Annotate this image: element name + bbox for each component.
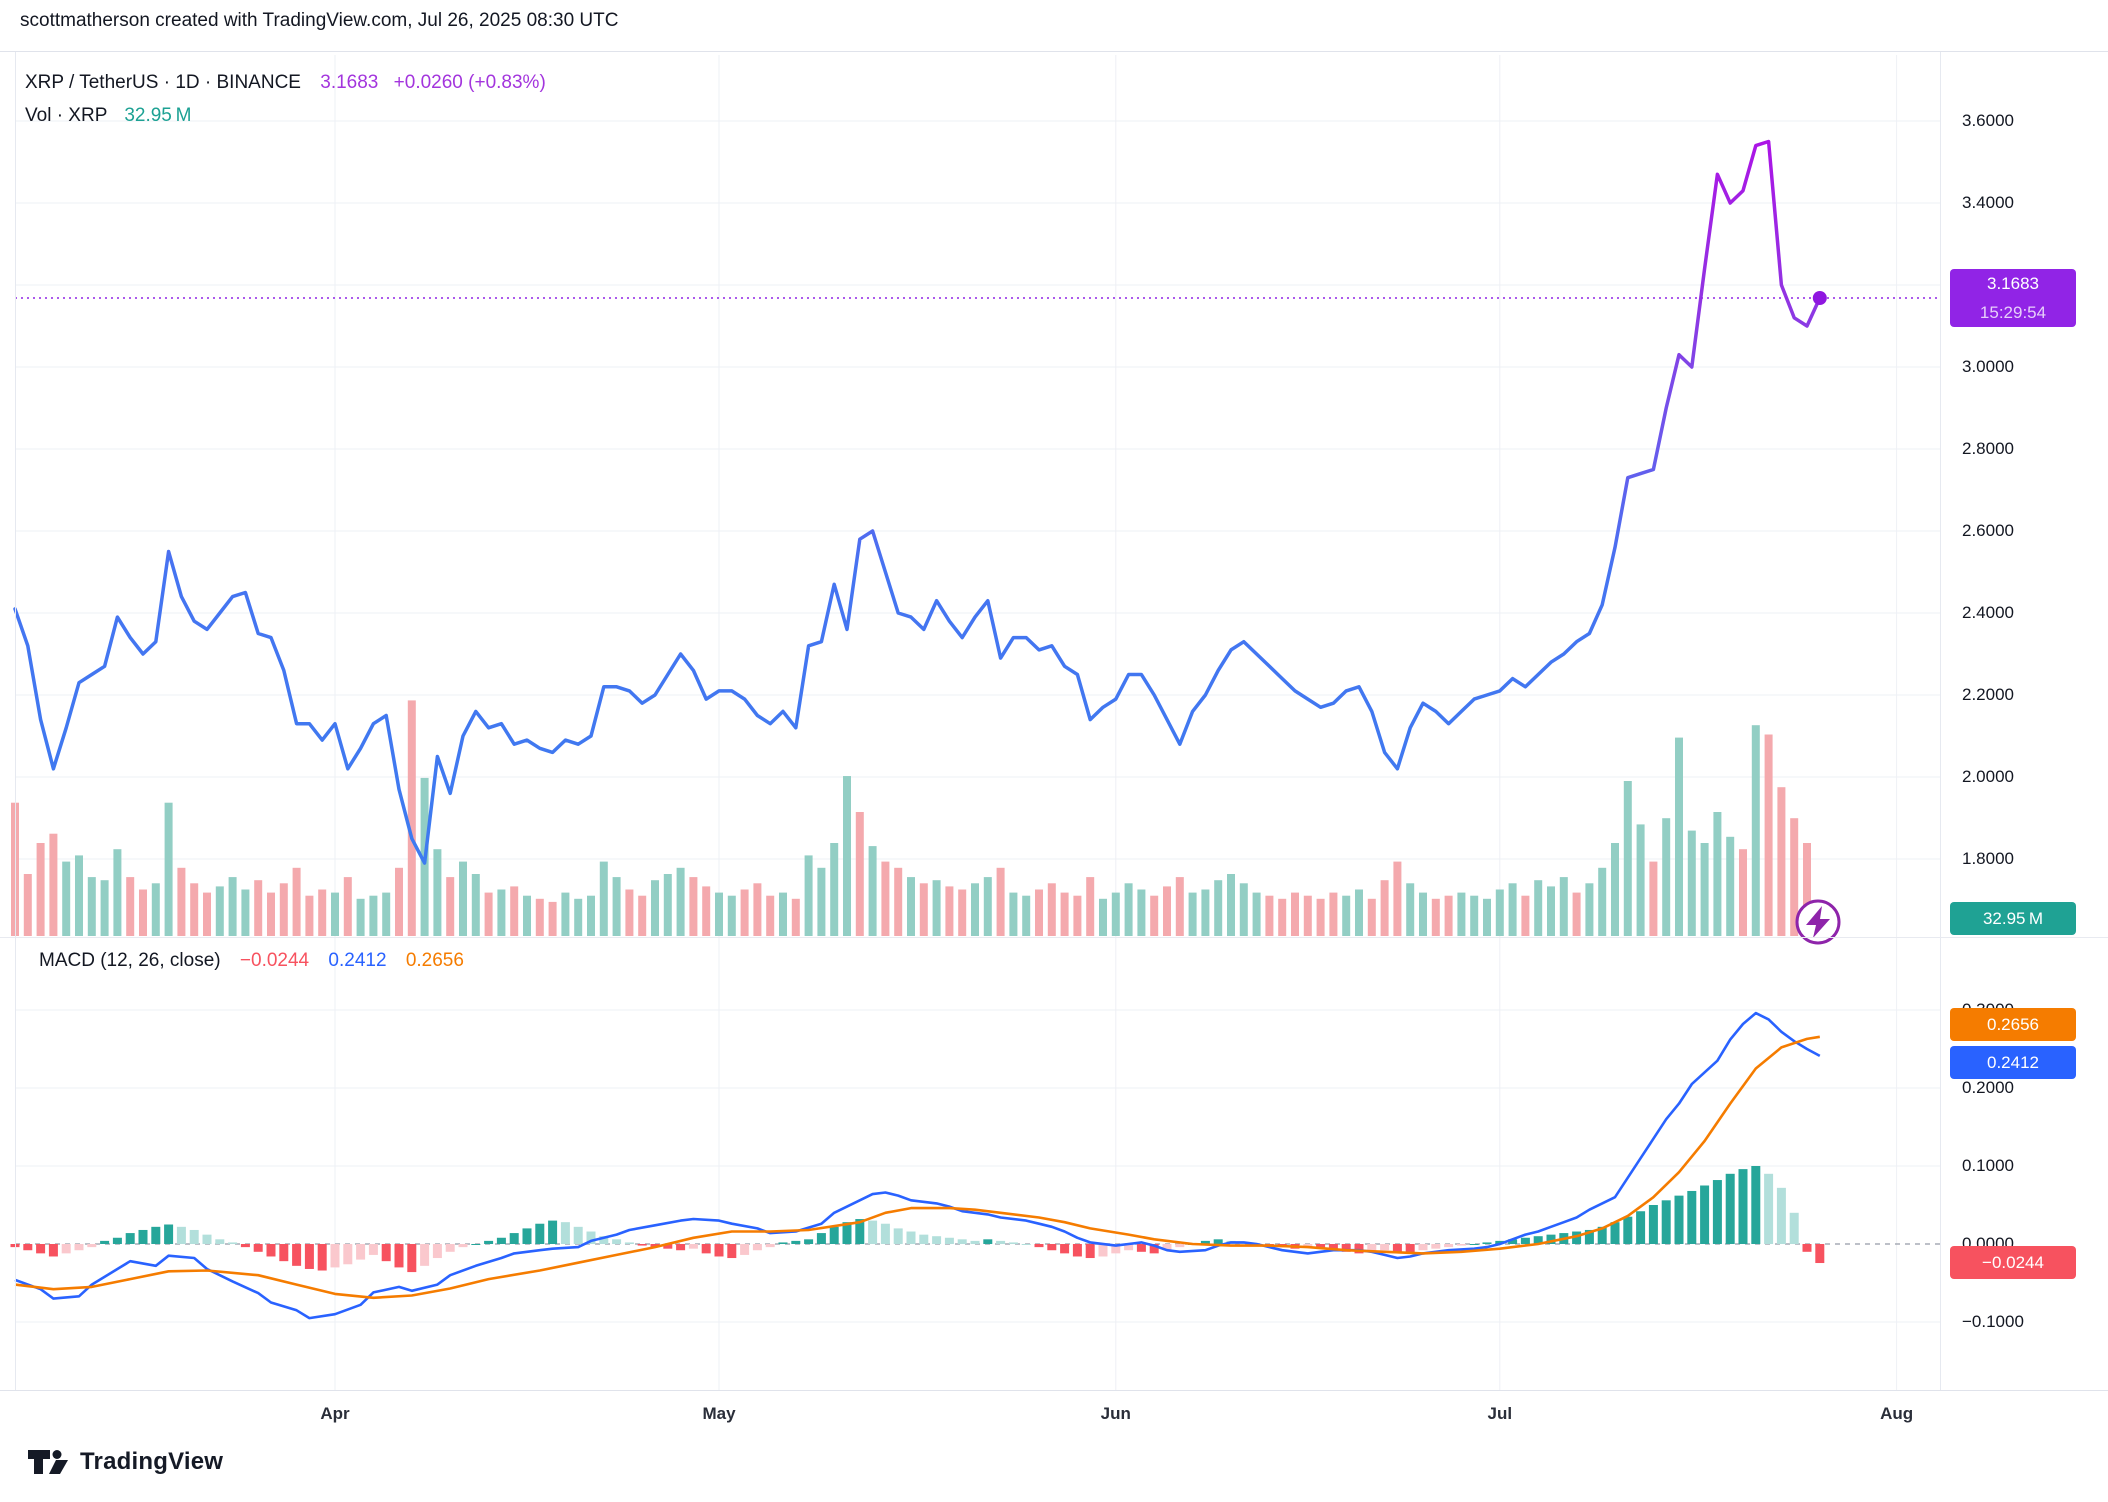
volume-legend[interactable]: Vol · XRP 32.95 M [25, 105, 192, 127]
macd-hist-value: −0.0244 [239, 950, 310, 971]
price-tick-label: 2.2000 [1962, 685, 2014, 704]
chart-overlays [1795, 899, 1841, 945]
price-change-value: +0.0260 (+0.83%) [393, 72, 546, 93]
time-axis-border[interactable] [0, 1390, 2108, 1391]
price-tick-label: 3.4000 [1962, 193, 2014, 212]
legend-separator2: · [204, 72, 217, 93]
time-tick-label: Aug [1880, 1404, 1914, 1423]
macd-tick-label: −0.1000 [1962, 1312, 2024, 1331]
price-tick-label: 3.0000 [1962, 357, 2014, 376]
tradingview-logo-text: TradingView [80, 1448, 224, 1475]
lightning-icon[interactable] [1806, 906, 1830, 938]
time-tick-label: Jul [1487, 1404, 1513, 1423]
plot-left-border [15, 52, 16, 1390]
macd-tick-label: 0.2000 [1962, 1078, 2014, 1097]
macd-tick-label: 0.1000 [1962, 1156, 2014, 1175]
price-tick-label: 2.0000 [1962, 767, 2014, 786]
hist-value-badge: −0.0244 [1950, 1246, 2076, 1280]
macd-legend[interactable]: MACD (12, 26, close) −0.0244 0.2412 0.26… [25, 950, 464, 972]
volume-value: 32.95 M [124, 105, 192, 126]
volume-label[interactable]: Vol · XRP [25, 105, 108, 126]
price-tick-label: 2.8000 [1962, 439, 2014, 458]
time-tick-label: Jun [1100, 1404, 1131, 1423]
volume-bars [11, 700, 1824, 936]
exchange[interactable]: BINANCE [216, 72, 301, 93]
price-line-series [13, 139, 1940, 865]
header-divider [0, 51, 2108, 52]
macd-series [10, 1011, 1825, 1320]
price-scale-border[interactable] [1940, 52, 1941, 1390]
symbol-legend[interactable]: XRP / TetherUS · 1D · BINANCE 3.1683 +0.… [25, 72, 546, 94]
symbol-name[interactable]: XRP / TetherUS [25, 72, 159, 93]
current-price-value: 3.1683 [1987, 273, 2039, 293]
price-tick-label: 3.6000 [1962, 111, 2014, 130]
macd-line-value: 0.2412 [328, 950, 387, 971]
macd-value-badge: 0.2412 [1950, 1046, 2076, 1079]
last-price-value: 3.1683 [320, 72, 379, 93]
signal-value-badge: 0.2656 [1950, 1008, 2076, 1041]
price-tick-label: 2.4000 [1962, 603, 2014, 622]
pane-separator[interactable] [0, 937, 2108, 938]
bar-countdown: 15:29:54 [1979, 302, 2047, 322]
tradingview-logo[interactable]: TradingView [26, 1446, 223, 1478]
attribution-title: scottmatherson created with TradingView.… [20, 10, 619, 31]
tradingview-logo-icon [28, 1450, 68, 1474]
interval[interactable]: 1D [175, 72, 200, 93]
macd-signal-value: 0.2656 [405, 950, 464, 971]
time-tick-label: May [702, 1404, 736, 1423]
price-tick-label: 2.6000 [1962, 521, 2014, 540]
price-tick-label: 1.8000 [1962, 849, 2014, 868]
macd-label[interactable]: MACD (12, 26, close) [39, 950, 221, 971]
legend-separator: · [163, 72, 176, 93]
volume-badge: 32.95 M [1950, 902, 2076, 935]
time-tick-label: Apr [320, 1404, 350, 1423]
current-price-badge: 3.1683 15:29:54 [1950, 268, 2076, 327]
